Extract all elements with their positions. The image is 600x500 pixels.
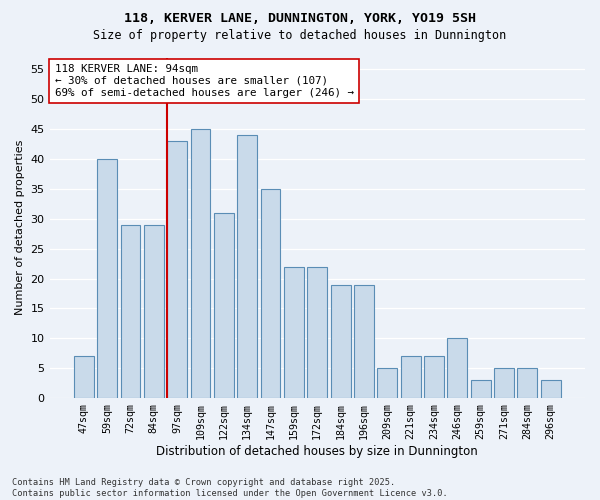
Bar [238, 135, 257, 398]
Bar [74, 356, 94, 398]
Bar [144, 225, 164, 398]
Bar [471, 380, 491, 398]
Bar [260, 189, 280, 398]
Bar [424, 356, 444, 398]
Text: Size of property relative to detached houses in Dunnington: Size of property relative to detached ho… [94, 29, 506, 42]
Bar [214, 213, 234, 398]
Bar [191, 129, 211, 398]
Text: Contains HM Land Registry data © Crown copyright and database right 2025.
Contai: Contains HM Land Registry data © Crown c… [12, 478, 448, 498]
Bar [541, 380, 560, 398]
Bar [517, 368, 538, 398]
Bar [401, 356, 421, 398]
Bar [307, 266, 327, 398]
X-axis label: Distribution of detached houses by size in Dunnington: Distribution of detached houses by size … [157, 444, 478, 458]
Bar [354, 284, 374, 398]
Bar [448, 338, 467, 398]
Y-axis label: Number of detached properties: Number of detached properties [15, 140, 25, 316]
Bar [331, 284, 350, 398]
Bar [97, 159, 117, 398]
Bar [167, 141, 187, 398]
Bar [121, 225, 140, 398]
Text: 118 KERVER LANE: 94sqm
← 30% of detached houses are smaller (107)
69% of semi-de: 118 KERVER LANE: 94sqm ← 30% of detached… [55, 64, 354, 98]
Bar [284, 266, 304, 398]
Text: 118, KERVER LANE, DUNNINGTON, YORK, YO19 5SH: 118, KERVER LANE, DUNNINGTON, YORK, YO19… [124, 12, 476, 26]
Bar [494, 368, 514, 398]
Bar [377, 368, 397, 398]
